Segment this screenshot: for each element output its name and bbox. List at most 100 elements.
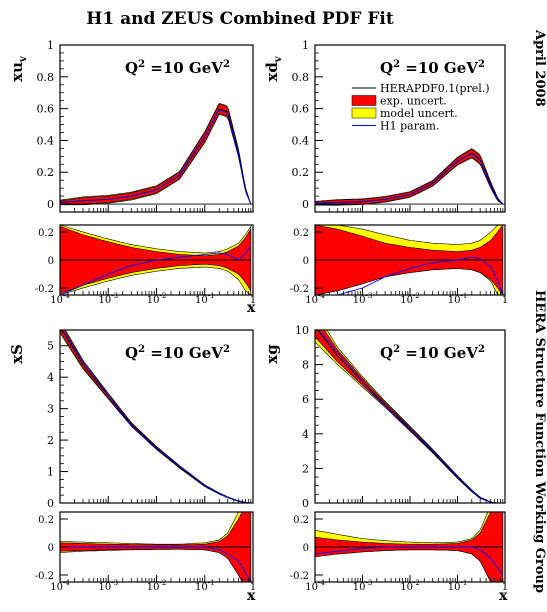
y-tick-label: 4 [302,428,309,441]
q2-annotation: Q2 =10 GeV2 [380,59,485,77]
ratio-h1-param-curve [315,546,504,576]
q2-superscript: 2 [138,59,145,70]
q2-superscript: 2 [393,344,400,355]
ratio-y-tick-label: -0.2 [290,571,309,582]
ratio-y-tick-label: 0.2 [38,515,54,526]
x-tick-exponent: -4 [318,579,325,587]
x-tick-label: 1 [502,582,508,593]
exp-uncert-band [60,103,252,205]
ratio-y-tick-label: 0.2 [293,515,309,526]
main-plot-area [315,330,503,503]
x-tick-exponent: -3 [365,579,372,587]
exp-uncert-band [315,330,503,503]
y-tick-label: 0 [47,198,54,211]
x-tick-label: 10-1 [448,292,468,306]
y-tick-label: 1 [47,466,54,479]
main-plot-area [60,103,252,206]
x-tick-exponent: -3 [365,292,372,300]
ratio-plot-area [315,225,504,295]
ratio-h1-param-curve [60,245,252,295]
x-tick-exponent: -1 [460,579,467,587]
y-tick-label: 8 [302,359,309,372]
y-axis-label: xg [263,344,281,364]
y-tick-label: 0.4 [292,134,310,147]
x-tick-exponent: -4 [318,292,325,300]
q2-superscript: 2 [393,59,400,70]
y-tick-label: 2 [302,462,309,475]
y-tick-label: 1 [302,39,309,52]
exp-uncert-band [315,148,504,206]
y-axis-label-subscript: v [273,55,284,63]
x-tick-label: 10-3 [353,579,373,593]
ratio-y-tick-label: 0.2 [293,228,309,239]
h1-param-curve [60,109,252,205]
y-axis-label: xS [8,344,26,364]
q2-annotation: Q2 =10 GeV2 [125,344,230,362]
q2-superscript: 2 [138,344,145,355]
y-tick-label: 6 [302,393,309,406]
x-tick-exponent: -2 [413,292,420,300]
legend-label-param: H1 param. [380,120,439,133]
x-tick-label: 10-3 [98,579,118,593]
x-tick-label: 10-2 [147,579,167,593]
ratio-plot-area [60,225,252,295]
x-tick-exponent: -1 [460,292,467,300]
x-tick-label: 1 [250,295,256,306]
x-tick-exponent: -2 [159,292,166,300]
y-tick-label: 0.8 [292,71,310,84]
side-date-label: April 2008 [532,29,547,107]
h1-param-curve [315,330,503,503]
ratio-y-tick-label: 0.2 [38,228,54,239]
q2-annotation-text: =10 GeV [145,344,223,362]
q2-annotation-text: =10 GeV [400,344,478,362]
x-tick-label: 10-3 [98,292,118,306]
legend-label-exp: exp. uncert. [380,95,447,108]
y-tick-label: 0 [47,497,54,510]
legend-swatch-model [351,107,377,119]
ratio-y-tick-label: 0 [303,256,309,267]
y-tick-label: 0 [302,497,309,510]
legend: HERAPDF0.1(prel.)exp. uncert.model uncer… [351,82,490,133]
ratio-plot-area [60,512,252,582]
x-axis-label: x [247,588,256,604]
x-axis-label: x [499,588,508,604]
main-plot-area [315,148,504,206]
h1-param-curve [315,153,504,205]
x-tick-exponent: -4 [63,579,70,587]
x-tick-label: 10-2 [400,292,420,306]
legend-label-model: model uncert. [380,107,458,120]
y-tick-label: 1 [47,39,54,52]
x-tick-label: 10-1 [195,292,215,306]
y-axis-label-subscript: v [18,55,29,63]
y-tick-label: 10 [295,324,309,337]
y-tick-label: 0.4 [37,134,55,147]
y-tick-label: 0.8 [37,71,55,84]
x-tick-exponent: -2 [159,579,166,587]
legend-label-central: HERAPDF0.1(prel.) [380,82,490,95]
y-axis-label: xdv [263,55,284,81]
y-tick-label: 0.2 [37,166,55,179]
ratio-y-tick-label: -0.2 [35,571,54,582]
ratio-h1-param-curve [315,256,504,295]
x-axis-label: x [247,300,256,316]
gev-superscript: 2 [223,344,230,355]
gev-superscript: 2 [223,59,230,70]
y-tick-label: 3 [47,403,54,416]
q2-annotation: Q2 =10 GeV2 [125,59,230,77]
gev-superscript: 2 [478,344,485,355]
x-tick-exponent: -3 [111,292,118,300]
side-group-label: HERA Structure Function Working Group [532,290,547,593]
x-tick-label: 1 [250,582,256,593]
y-axis-label: xuv [8,55,29,82]
y-tick-label: 0.6 [292,103,310,116]
y-tick-label: 5 [47,340,54,353]
y-tick-label: 4 [47,371,54,384]
x-tick-exponent: -4 [63,292,70,300]
x-tick-label: 10-1 [448,579,468,593]
ratio-y-tick-label: -0.2 [290,284,309,295]
x-tick-label: 10-3 [353,292,373,306]
figure-title: H1 and ZEUS Combined PDF Fit [86,9,394,29]
